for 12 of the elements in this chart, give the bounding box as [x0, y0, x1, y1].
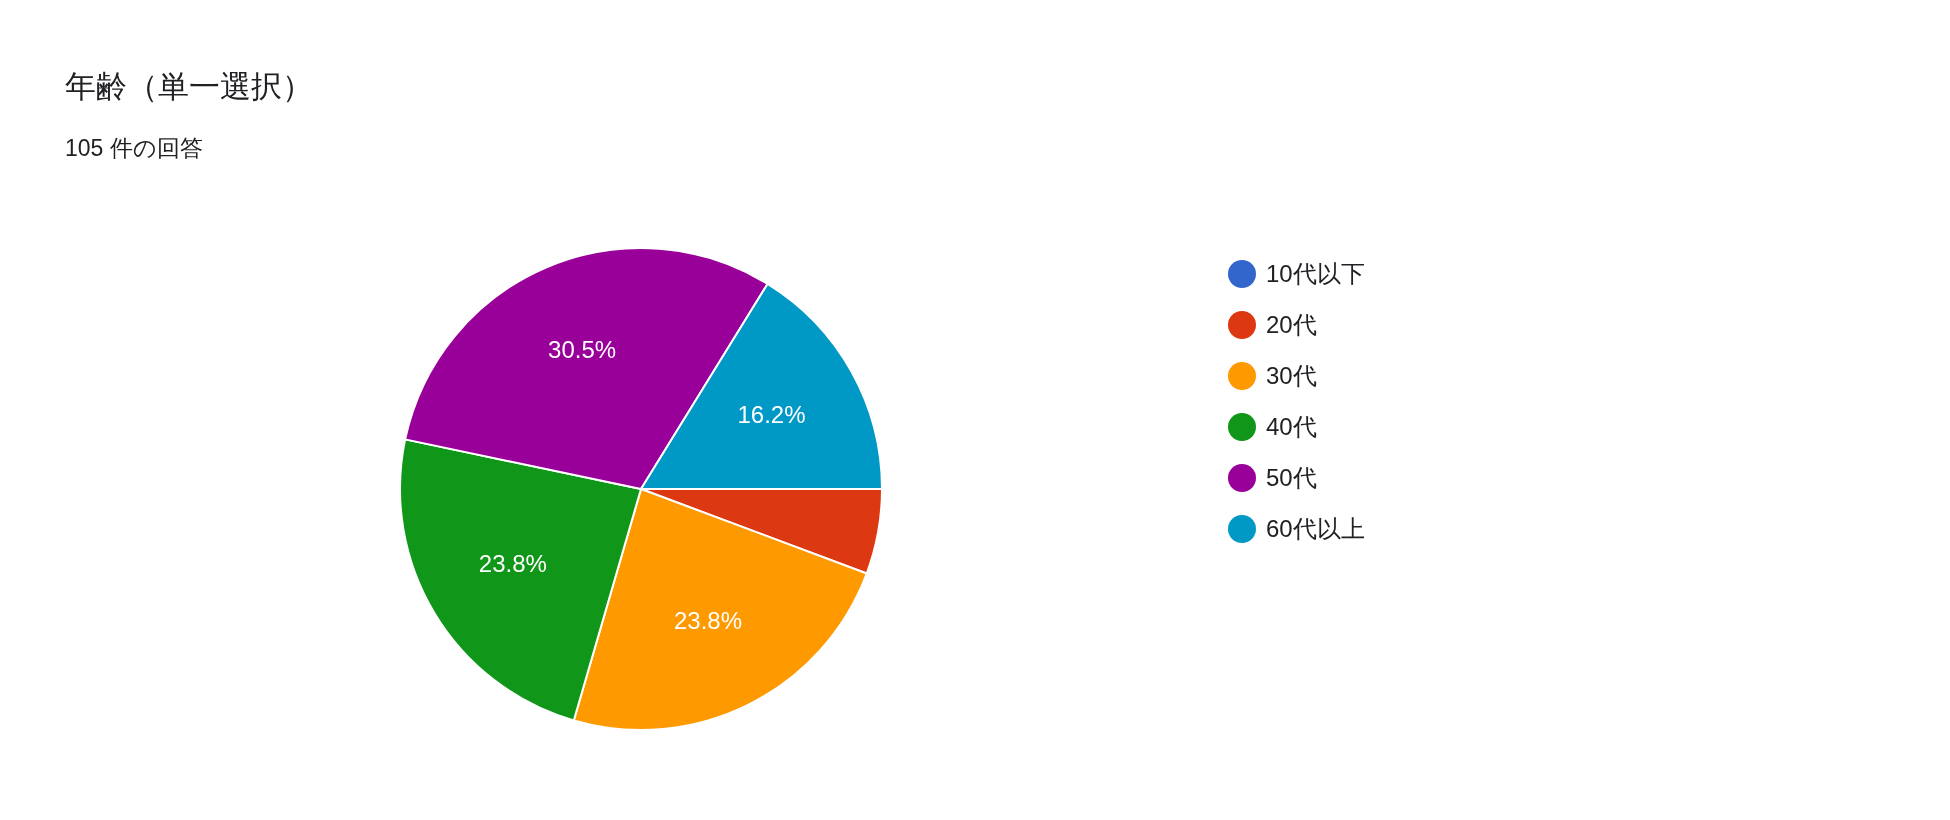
data-label: 23.8% [478, 550, 547, 578]
legend-label: 50代 [1266, 462, 1317, 493]
legend-label: 40代 [1266, 411, 1317, 442]
data-label: 30.5% [548, 336, 617, 364]
legend-label: 10代以下 [1266, 258, 1365, 289]
data-label: 16.2% [737, 400, 806, 428]
legend-label: 60代以上 [1266, 513, 1365, 544]
chart-title: 年齢（単一選択） [65, 68, 313, 106]
data-label: 23.8% [673, 607, 743, 635]
legend-label: 20代 [1266, 309, 1317, 340]
text: 105 件の回答 [65, 134, 203, 163]
legend-label: 30代 [1266, 360, 1317, 391]
